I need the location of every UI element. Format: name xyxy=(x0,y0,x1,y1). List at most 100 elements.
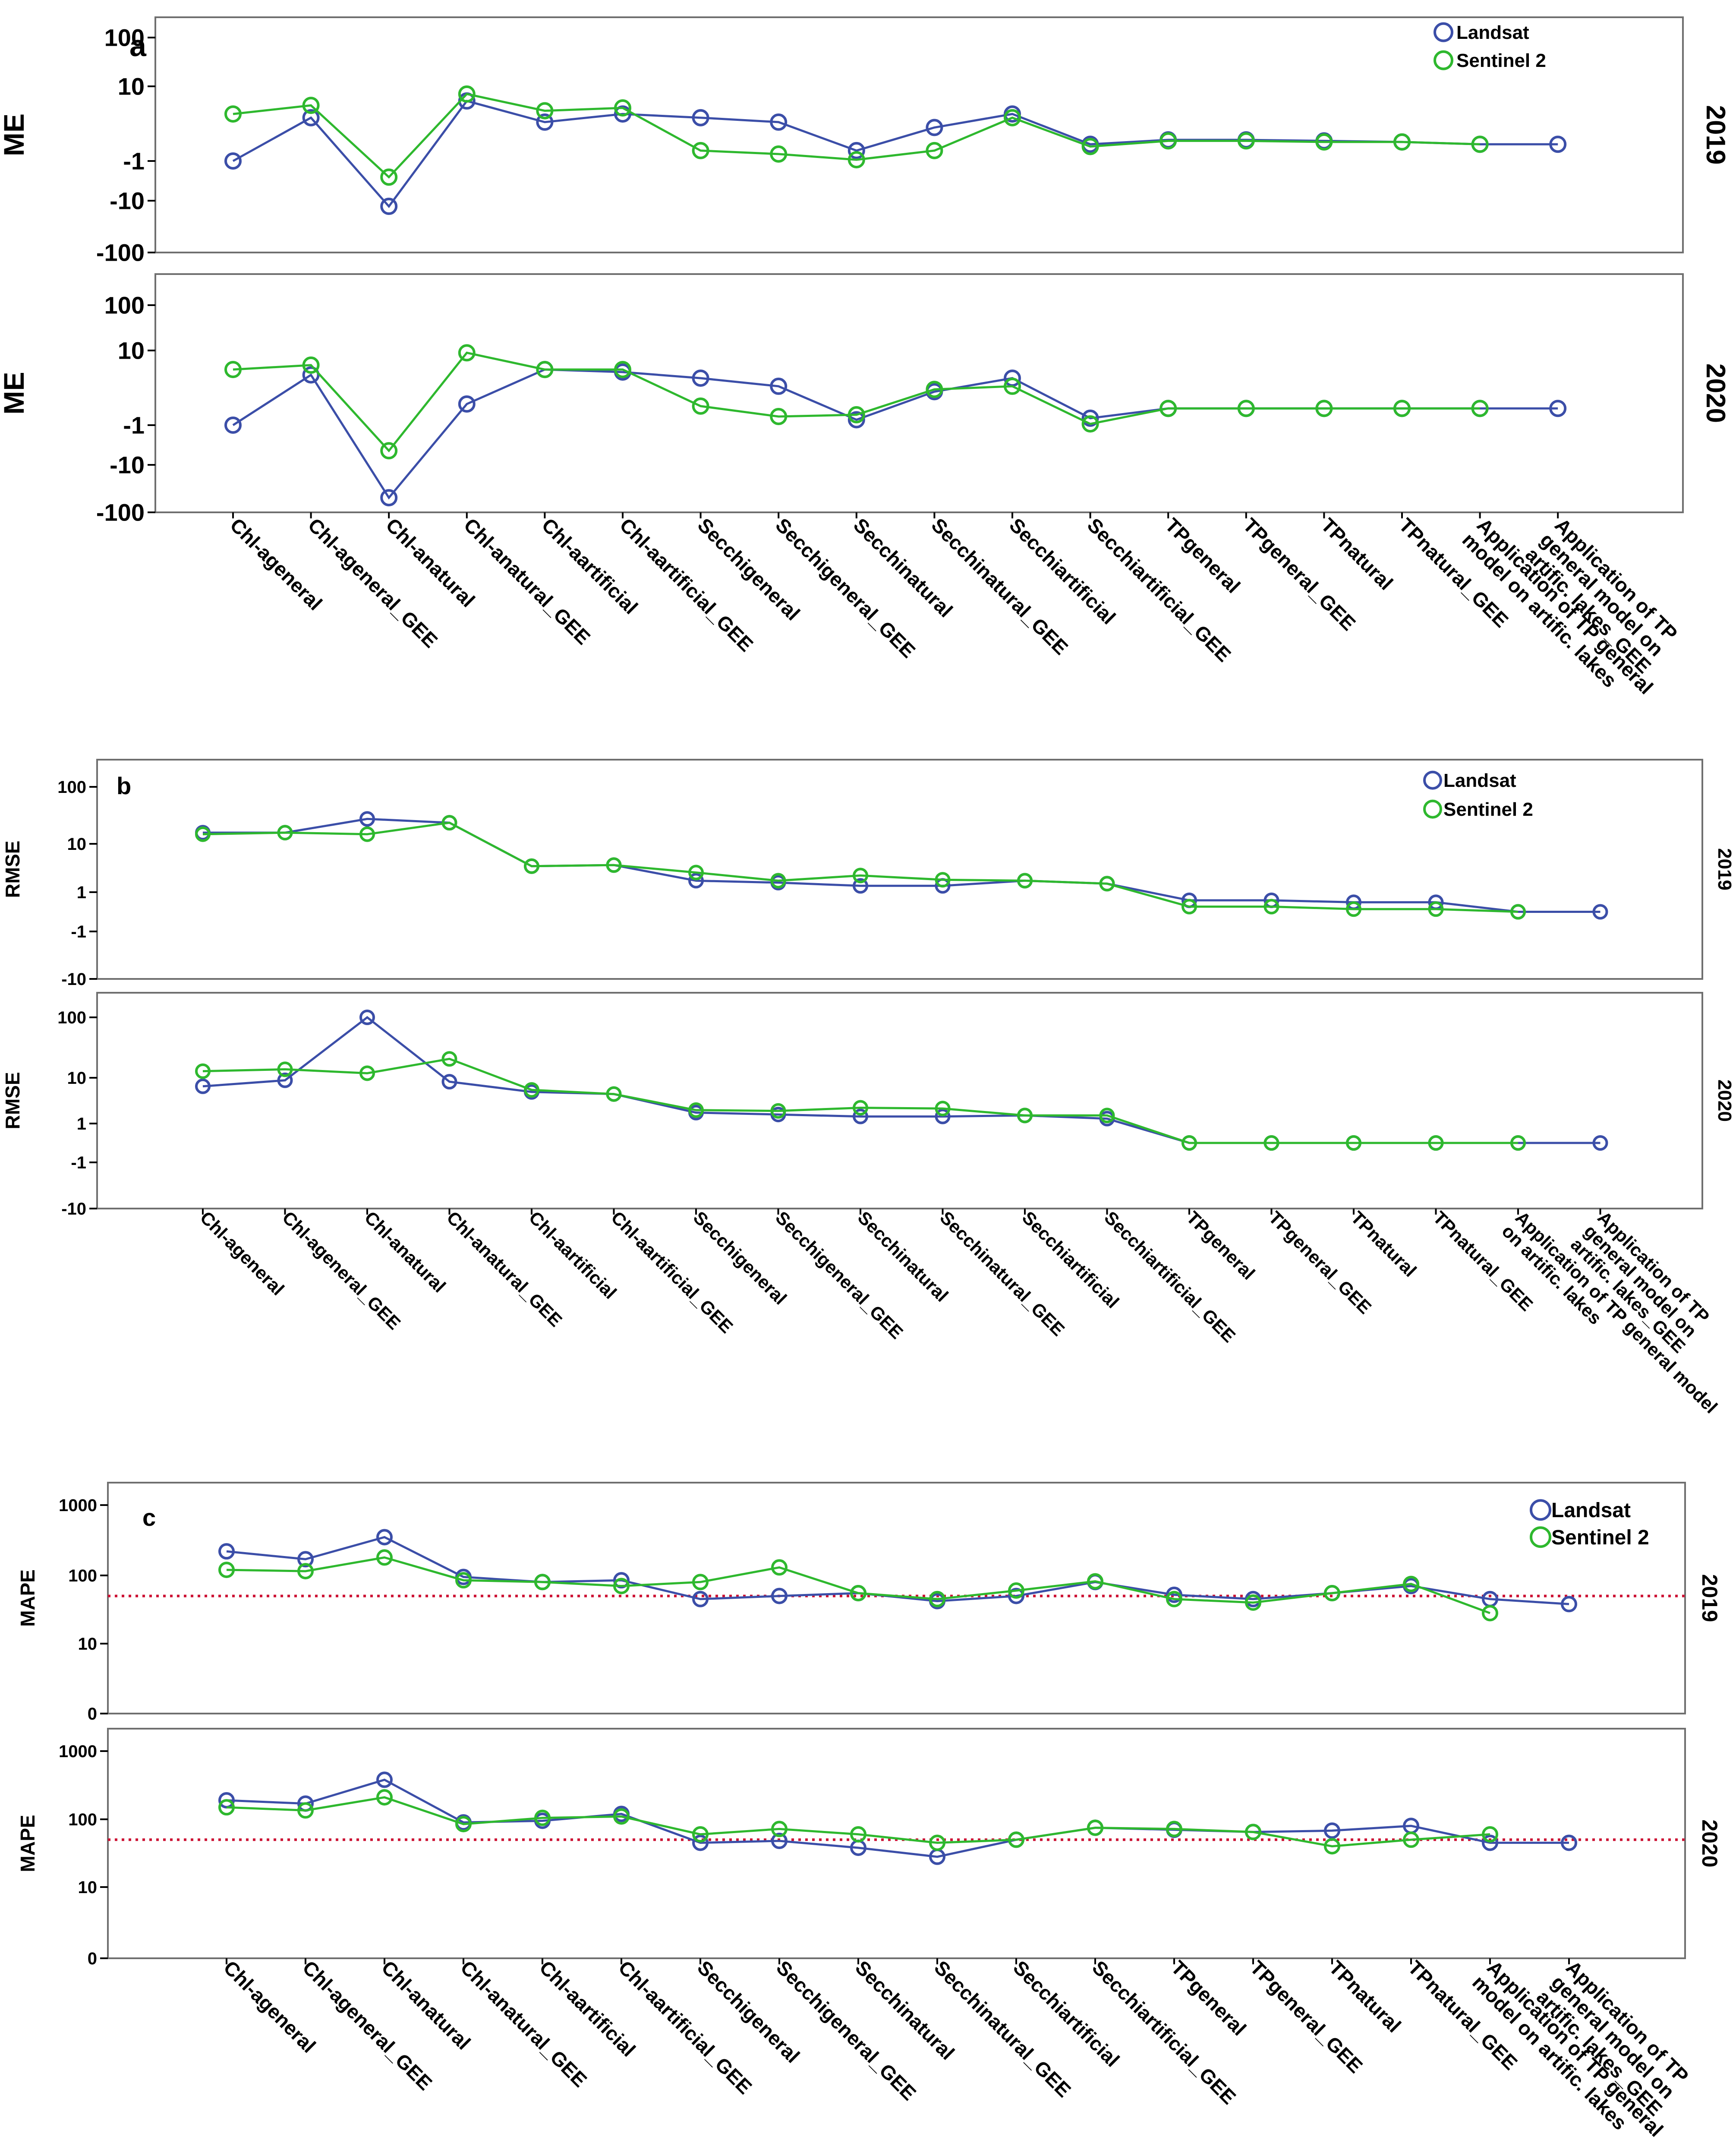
data-point-sentinel xyxy=(926,142,943,159)
data-point-landsat xyxy=(224,417,242,434)
year-label: 2019 xyxy=(1698,1574,1722,1622)
y-tick-label: 0 xyxy=(88,1949,97,1968)
x-tick-label: Secchinatural_GEE xyxy=(927,514,1073,659)
data-point-sentinel xyxy=(1166,1821,1182,1837)
data-point-landsat xyxy=(1324,1822,1340,1839)
data-point-landsat xyxy=(848,142,865,159)
legend-label-sentinel: Sentinel 2 xyxy=(1456,50,1546,71)
x-tick-label-line: Secchigeneral_GEE xyxy=(771,514,920,662)
data-point-sentinel xyxy=(218,1799,235,1816)
data-point-sentinel xyxy=(1087,1573,1103,1590)
plot-frame xyxy=(154,273,1684,513)
subplot-2019: 100 10 -1 -10 -100 ME 2019 xyxy=(0,16,1730,266)
data-point-landsat xyxy=(458,395,476,413)
data-point-landsat xyxy=(376,1529,393,1546)
data-point-sentinel xyxy=(770,145,788,163)
x-tick-label-line: Secchigeneral_GEE xyxy=(772,1956,920,2105)
x-tick-label: TPgeneral xyxy=(1167,1956,1251,2040)
y-tick-label: -100 xyxy=(96,499,145,526)
x-tick-label: TPgeneral xyxy=(1183,1207,1259,1284)
data-point-sentinel xyxy=(1159,400,1177,417)
y-tick-label: 10 xyxy=(118,337,145,364)
data-point-landsat xyxy=(218,1792,235,1809)
data-point-sentinel xyxy=(297,1802,314,1819)
data-point-landsat xyxy=(359,811,375,827)
data-point-landsat xyxy=(692,109,709,126)
data-point-sentinel xyxy=(850,1826,866,1843)
x-tick-label-line: Secchiartificial_GEE xyxy=(1088,1956,1240,2108)
data-point-sentinel xyxy=(1510,1135,1526,1151)
data-point-sentinel xyxy=(692,1574,709,1591)
series-line-sentinel xyxy=(226,1556,1490,1614)
subplot-2019: 100 10 1 -1 -10 RMSE 2019 xyxy=(1,759,1735,989)
y-tick-label: -1 xyxy=(123,412,145,439)
y-tick-label: 1 xyxy=(77,883,86,902)
data-point-landsat xyxy=(848,411,865,429)
legend-label-landsat: Landsat xyxy=(1456,22,1529,43)
legend-marker-landsat xyxy=(1434,22,1453,42)
data-point-sentinel xyxy=(614,361,631,379)
y-tick-label: -10 xyxy=(110,187,145,215)
data-point-sentinel xyxy=(534,1809,551,1826)
data-point-landsat xyxy=(380,489,398,507)
x-tick-label-line: TPgeneral xyxy=(1161,514,1245,597)
data-point-sentinel xyxy=(688,865,704,881)
data-point-landsat xyxy=(380,198,398,215)
year-label: 2019 xyxy=(1701,105,1730,165)
data-point-sentinel xyxy=(1159,132,1177,150)
x-tick-label: Chl-anatural xyxy=(361,1207,450,1296)
x-tick-label-line: Chl-ageneral_GEE xyxy=(298,1956,437,2095)
x-tick-label-line: TPnatural xyxy=(1347,1207,1421,1281)
y-axis-label: MAPE xyxy=(16,1815,39,1872)
year-label: 2020 xyxy=(1701,363,1730,423)
y-tick-label: 0 xyxy=(88,1704,97,1723)
data-point-sentinel xyxy=(1471,400,1489,417)
series-line-sentinel xyxy=(202,1057,1518,1144)
data-point-sentinel xyxy=(771,1821,788,1837)
data-point-landsat xyxy=(297,1551,314,1568)
x-tick-label: Secchigeneral_GEE xyxy=(771,514,920,662)
data-point-sentinel xyxy=(1081,138,1099,155)
x-tick-label-line: Chl-aartificial xyxy=(525,1207,621,1303)
legend-label-landsat: Landsat xyxy=(1443,770,1516,791)
data-point-sentinel xyxy=(1081,415,1099,433)
data-point-landsat xyxy=(1081,409,1099,427)
data-point-sentinel xyxy=(376,1549,393,1566)
y-axis-label: RMSE xyxy=(1,1072,24,1130)
data-point-sentinel xyxy=(1017,1108,1033,1124)
data-point-landsat xyxy=(376,1771,393,1788)
data-point-sentinel xyxy=(455,1572,472,1589)
x-tick-label-line: Secchinatural_GEE xyxy=(927,514,1073,659)
x-tick-label-line: Chl-anatural_GEE xyxy=(460,514,595,649)
y-tick-label: -1 xyxy=(71,1153,86,1172)
data-point-sentinel xyxy=(380,442,398,460)
data-point-sentinel xyxy=(1166,1591,1182,1607)
x-tick-label: TPgeneral xyxy=(1161,514,1245,597)
plot-frame xyxy=(96,759,1703,980)
y-tick-label: 1 xyxy=(77,1114,86,1133)
legend: Landsat Sentinel 2 xyxy=(1530,1499,1649,1549)
data-point-sentinel xyxy=(1393,133,1411,151)
series-line-sentinel xyxy=(226,1796,1490,1848)
legend-marker-sentinel xyxy=(1423,799,1442,819)
data-point-sentinel xyxy=(524,1082,539,1098)
data-point-sentinel xyxy=(195,1063,211,1079)
legend-marker-sentinel xyxy=(1434,50,1453,70)
x-tick-label: Chl-aartificial_GEE xyxy=(614,1956,756,2099)
x-tick-label-line: TPgeneral xyxy=(1183,1207,1259,1284)
x-tick-label-line: TPnatural xyxy=(1325,1956,1405,2037)
data-point-landsat xyxy=(1592,904,1608,920)
x-tick-label: Chl-aartificial_GEE xyxy=(615,514,758,656)
data-point-sentinel xyxy=(524,858,539,874)
panel-letter: a xyxy=(129,29,147,63)
data-point-landsat xyxy=(1561,1596,1577,1613)
data-point-landsat xyxy=(1482,1834,1498,1851)
data-point-sentinel xyxy=(1482,1605,1498,1622)
y-tick-label: 10 xyxy=(78,1878,98,1897)
year-label: 2020 xyxy=(1698,1819,1722,1867)
data-point-sentinel xyxy=(1181,899,1197,915)
y-tick-label: -10 xyxy=(110,451,145,479)
y-tick-label: -1 xyxy=(71,922,86,941)
